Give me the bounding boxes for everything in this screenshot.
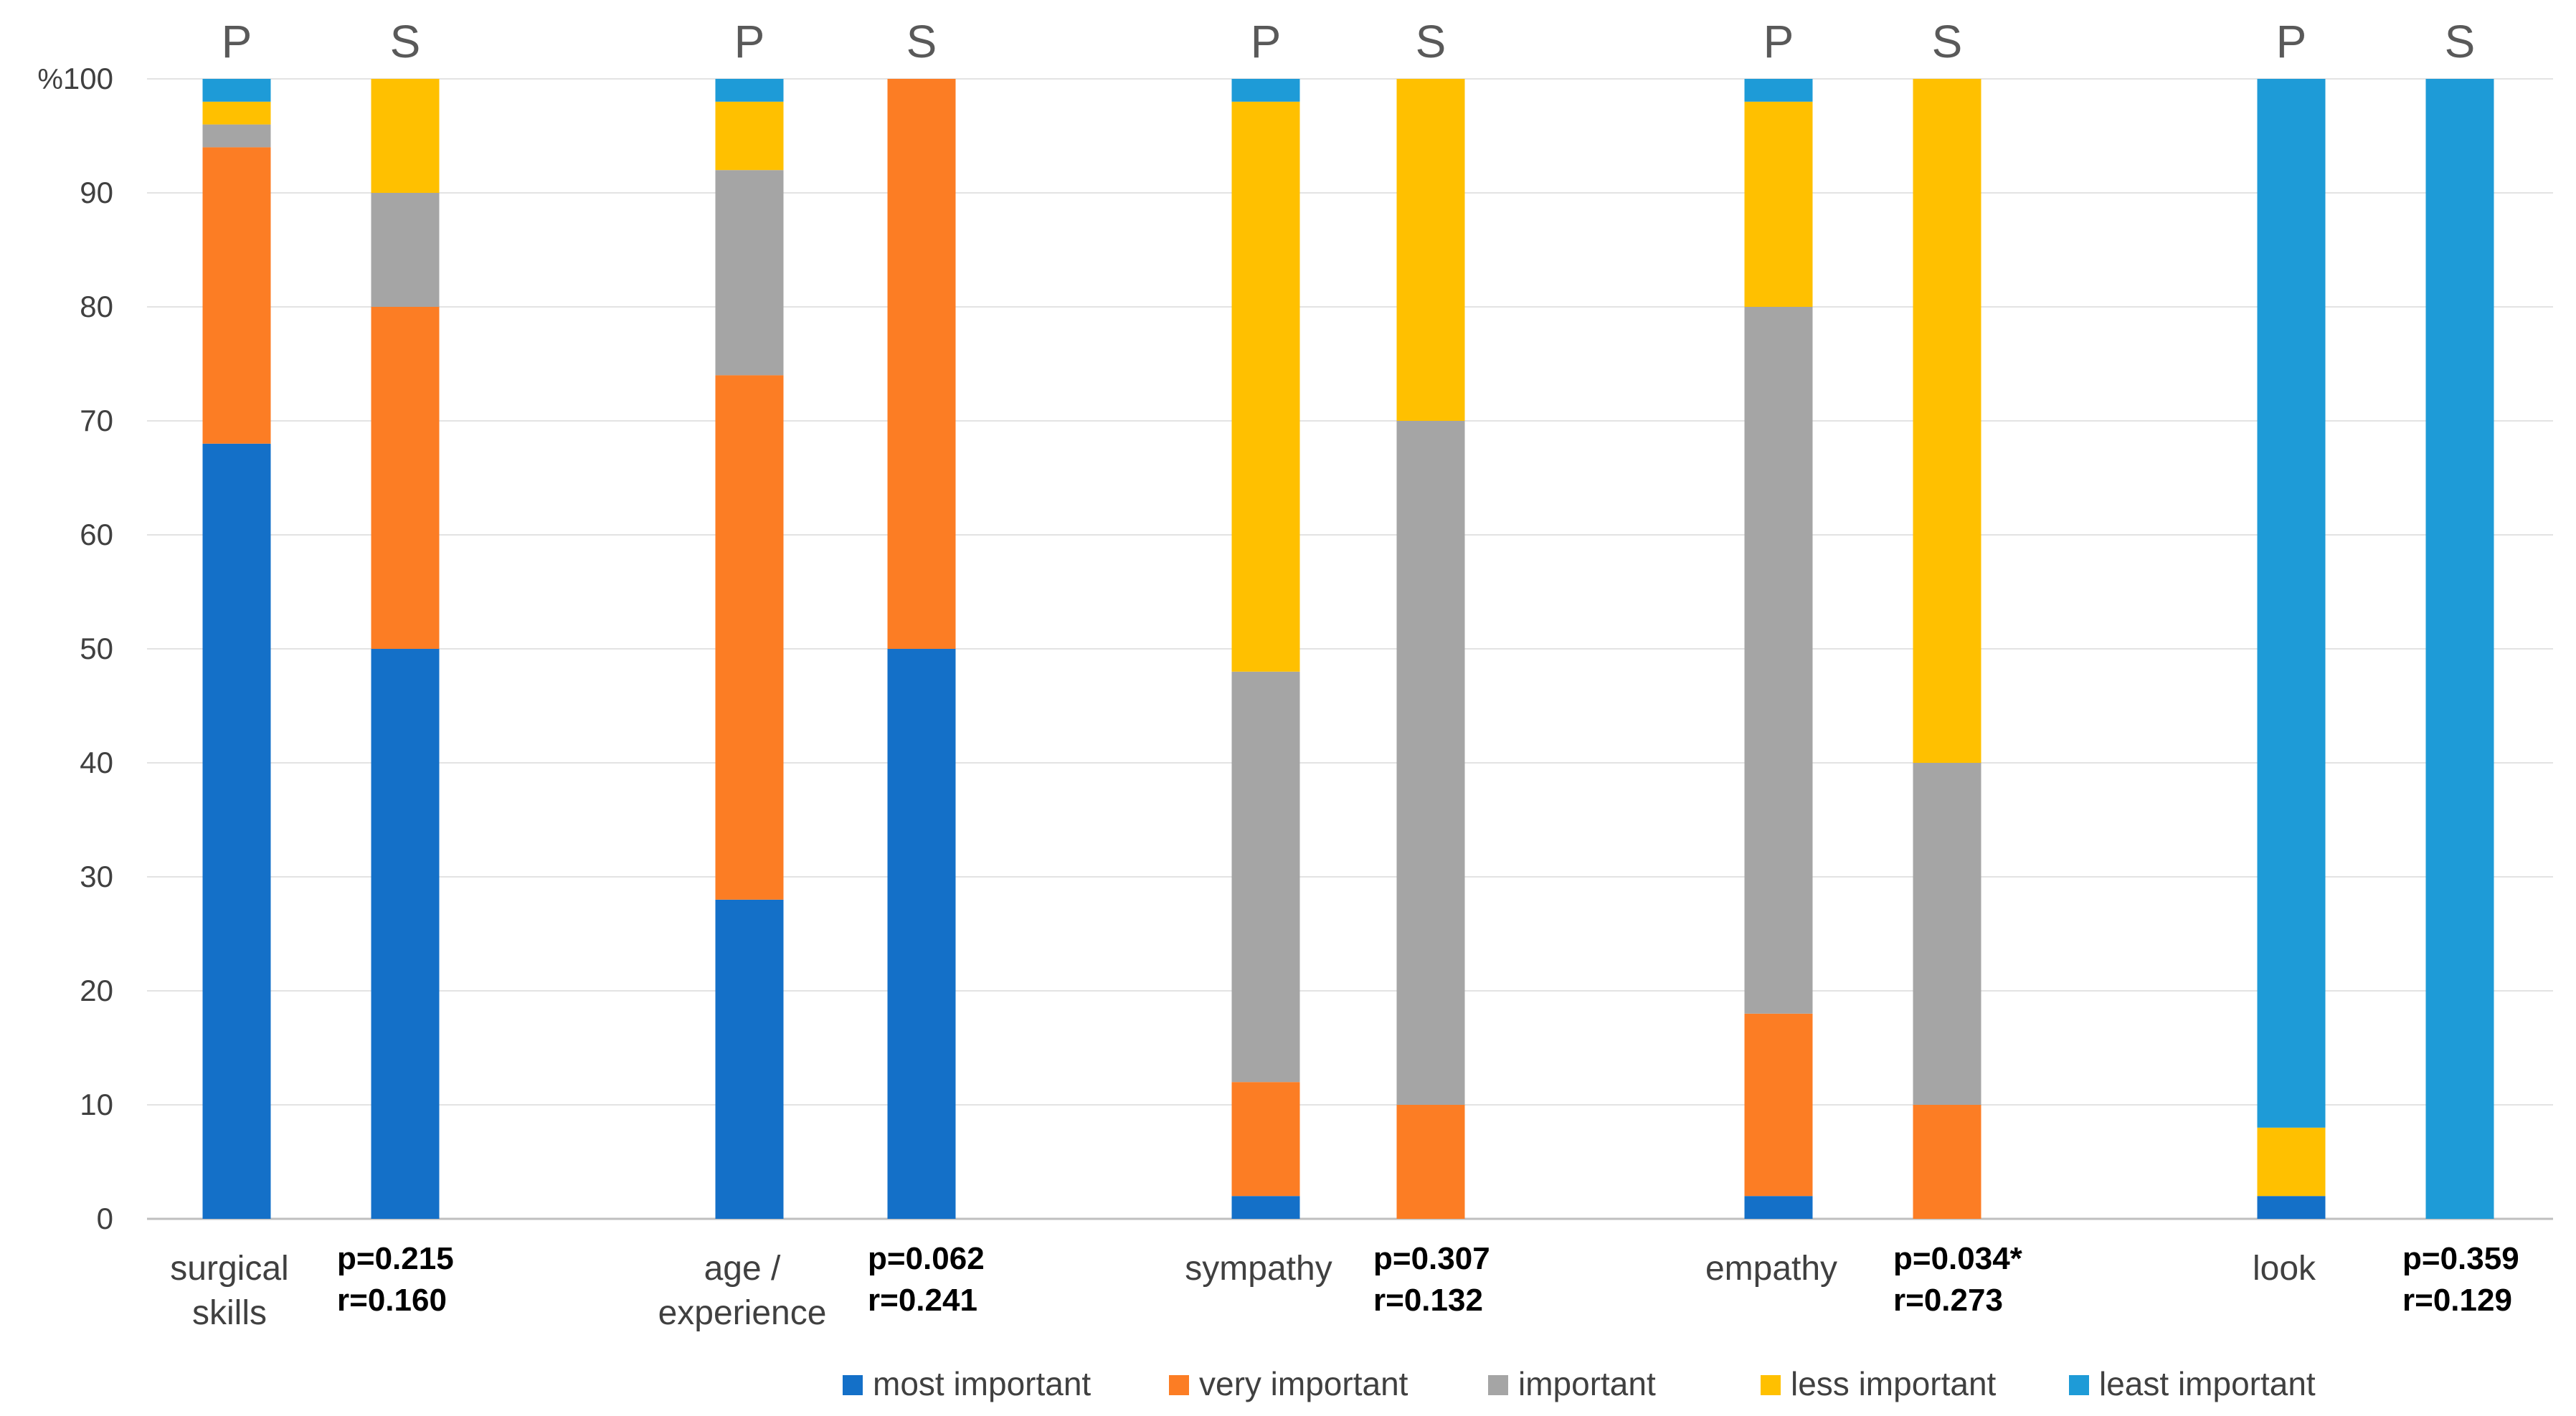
bar-segment-very-important — [1744, 1013, 1813, 1197]
y-tick-label: 90 — [80, 176, 113, 209]
legend-entry: least important — [2099, 1365, 2316, 1402]
legend-entry: most important — [873, 1365, 1091, 1402]
category-label: skills — [192, 1294, 267, 1332]
category-label: experience — [658, 1294, 827, 1332]
bar-segment-important — [1231, 671, 1300, 1083]
bar-label: P — [2276, 16, 2307, 67]
legend-entry: important — [1518, 1365, 1656, 1402]
y-tick-label: 50 — [80, 632, 113, 665]
bar-segment-important — [1913, 763, 1981, 1105]
bar-segment-very-important — [715, 375, 784, 900]
r-value-label: r=0.160 — [337, 1283, 447, 1318]
legend-swatch — [2069, 1375, 2089, 1395]
y-tick-label: 70 — [80, 404, 113, 437]
bar-segment-least-important — [2425, 79, 2494, 1219]
y-tick-label: 40 — [80, 746, 113, 779]
bar-label: P — [734, 16, 765, 67]
legend-entry: very important — [1199, 1365, 1408, 1402]
legend-entry: less important — [1791, 1365, 1997, 1402]
legend-swatch — [843, 1375, 863, 1395]
r-value-label: r=0.273 — [1893, 1283, 2003, 1318]
gridlines — [147, 78, 2553, 1220]
bar-segment-less-important — [1744, 101, 1813, 308]
p-value-label: p=0.034* — [1893, 1241, 2023, 1276]
category-label: age / — [704, 1250, 781, 1288]
category-label: surgical — [170, 1250, 288, 1288]
bar-segment-less-important — [715, 101, 784, 171]
bar-segment-most-important — [1744, 1196, 1813, 1219]
bar-segment-less-important — [1396, 79, 1465, 421]
bar-segment-very-important — [1396, 1105, 1465, 1219]
bar-segment-least-important — [2257, 79, 2326, 1128]
bar-segment-most-important — [2257, 1196, 2326, 1219]
bar-segment-most-important — [715, 899, 784, 1219]
bar-segment-less-important — [202, 101, 271, 125]
y-tick-label: 60 — [80, 518, 113, 551]
y-tick-label: 10 — [80, 1088, 113, 1121]
r-value-label: r=0.129 — [2402, 1283, 2512, 1318]
y-tick-label: 30 — [80, 860, 113, 893]
r-value-label: r=0.241 — [868, 1283, 977, 1318]
bar-segment-most-important — [887, 649, 956, 1219]
bar-label: S — [1932, 16, 1963, 67]
bar-segment-very-important — [1913, 1105, 1981, 1219]
legend-swatch — [1488, 1375, 1508, 1395]
bar-segment-very-important — [887, 79, 956, 649]
bar-segment-least-important — [202, 79, 271, 102]
bar-segment-most-important — [371, 649, 440, 1219]
bar-segment-least-important — [715, 79, 784, 102]
bar-segment-very-important — [371, 307, 440, 649]
bar-segment-very-important — [1231, 1082, 1300, 1197]
r-value-label: r=0.132 — [1373, 1283, 1483, 1318]
bar-label: S — [390, 16, 421, 67]
bar-segment-very-important — [202, 147, 271, 444]
p-value-label: p=0.307 — [1373, 1241, 1490, 1276]
bar-segment-most-important — [1231, 1196, 1300, 1219]
bar-segment-less-important — [1913, 79, 1981, 763]
bar-segment-least-important — [1744, 79, 1813, 102]
y-tick-label: %100 — [37, 62, 113, 95]
bar-segment-least-important — [1231, 79, 1300, 102]
bar-segment-important — [1744, 307, 1813, 1014]
y-tick-label: 80 — [80, 290, 113, 323]
y-axis: 0 10 20 30 40 50 60 70 80 90 %100 — [37, 62, 113, 1235]
x-axis-labels: surgical skills p=0.215 r=0.160 age / experie… — [170, 1241, 2519, 1332]
p-value-label: p=0.062 — [868, 1241, 985, 1276]
legend-swatch — [1169, 1375, 1189, 1395]
bar-label: S — [2445, 16, 2476, 67]
bar-segment-less-important — [1231, 101, 1300, 672]
p-value-label: p=0.215 — [337, 1241, 454, 1276]
bar-segment-important — [202, 124, 271, 148]
bar-label: S — [1416, 16, 1446, 67]
y-tick-label: 0 — [97, 1202, 113, 1235]
bar-segment-most-important — [202, 443, 271, 1219]
bar-segment-important — [1396, 421, 1465, 1105]
category-label: look — [2253, 1250, 2316, 1288]
bar-segment-important — [371, 193, 440, 307]
y-tick-label: 20 — [80, 974, 113, 1007]
bar-label: P — [222, 16, 252, 67]
category-label: empathy — [1705, 1250, 1837, 1288]
bar-label: P — [1251, 16, 1282, 67]
y-unit-label: % — [37, 64, 63, 95]
legend-swatch — [1761, 1375, 1781, 1395]
bar-segment-less-important — [371, 79, 440, 193]
bar-segment-less-important — [2257, 1127, 2326, 1197]
category-label: sympathy — [1185, 1250, 1332, 1288]
bar-label: P — [1763, 16, 1794, 67]
legend: most important very important important les… — [843, 1365, 2316, 1402]
bar-label: S — [906, 16, 937, 67]
p-value-label: p=0.359 — [2402, 1241, 2519, 1276]
bar-segment-important — [715, 170, 784, 376]
